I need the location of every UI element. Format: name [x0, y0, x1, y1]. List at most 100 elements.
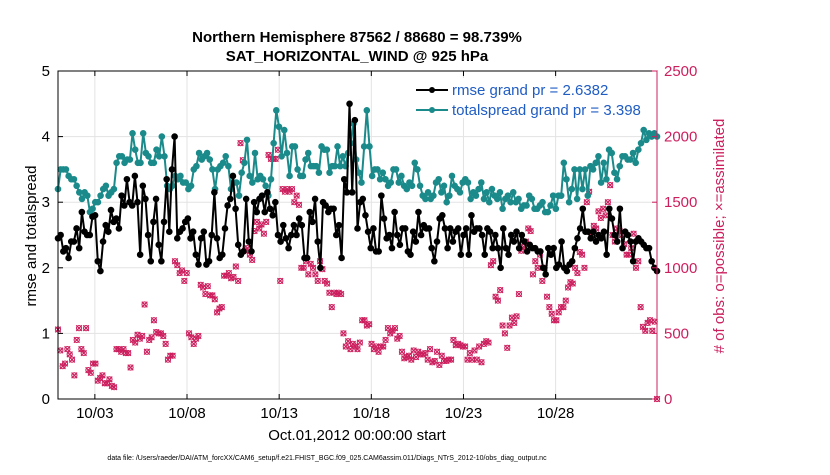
totalspread-point [576, 166, 584, 173]
rmse-point [317, 264, 324, 272]
rmse-point [407, 251, 414, 258]
rmse-point [160, 218, 168, 226]
totalspread-point [563, 175, 570, 183]
totalspread-point [411, 159, 419, 167]
rmse-point [205, 257, 213, 265]
obs-marker [300, 264, 307, 272]
totalspread-point [299, 172, 307, 180]
totalspread-point [504, 192, 512, 199]
totalspread-point [584, 192, 592, 199]
totalspread-point [467, 195, 474, 203]
rmse-point [86, 231, 94, 239]
obs-marker [513, 313, 520, 320]
rmse-point [332, 231, 340, 239]
totalspread-point [336, 162, 344, 170]
obs-marker [127, 364, 134, 371]
rmse-point [476, 225, 483, 232]
totalspread-point [97, 192, 104, 199]
rmse-point [605, 205, 613, 213]
y-left-tick-label: 2 [42, 260, 50, 277]
rmse-point [364, 228, 372, 236]
obs-marker [560, 303, 567, 311]
obs-marker [174, 261, 181, 269]
rmse-point [295, 215, 303, 222]
obs-marker [204, 282, 211, 290]
totalspread-point [472, 192, 480, 199]
rmse-point [537, 248, 544, 255]
totalspread-point [549, 192, 557, 199]
obs-marker [539, 277, 546, 285]
totalspread-point [632, 159, 640, 167]
totalspread-point [75, 189, 83, 196]
totalspread-point [443, 198, 450, 206]
totalspread-point [251, 149, 259, 157]
totalspread-line [57, 110, 658, 215]
rmse-point [187, 234, 194, 242]
totalspread-point [507, 198, 514, 206]
totalspread-point [581, 166, 589, 173]
totalspread-point [161, 152, 168, 160]
rmse-point [454, 225, 462, 232]
y-right-tick-label: 1500 [664, 194, 697, 211]
totalspread-point [485, 198, 493, 206]
rmse-point [510, 238, 518, 245]
rmse-point [290, 221, 298, 229]
y-axis-label-left: rmse and totalspread [23, 166, 40, 307]
rmse-point [287, 231, 295, 239]
totalspread-point [600, 159, 608, 167]
rmse-point [396, 241, 404, 249]
rmse-point [335, 221, 343, 229]
totalspread-point [323, 146, 331, 154]
rmse-point [645, 244, 653, 252]
obs-marker [139, 332, 146, 340]
rmse-point [518, 231, 526, 239]
totalspread-point [477, 179, 485, 186]
obs-marker [87, 369, 94, 376]
totalspread-series [54, 107, 661, 216]
totalspread-point [589, 166, 597, 173]
rmse-point [264, 189, 271, 196]
rmse-point [547, 251, 555, 258]
totalspread-point [640, 126, 647, 134]
obs-marker [232, 263, 240, 270]
y-right-tick-label: 2000 [664, 129, 697, 146]
rmse-point [211, 189, 218, 196]
rmse-point [478, 231, 486, 239]
y-left-tick-label: 0 [42, 391, 50, 408]
obs-marker [532, 258, 539, 265]
rmse-point [468, 212, 475, 219]
totalspread-point [480, 195, 488, 203]
totalspread-point [291, 143, 299, 150]
totalspread-point [637, 139, 645, 147]
rmse-point [62, 244, 70, 252]
obs-marker [293, 192, 300, 199]
rmse-point [171, 133, 178, 140]
totalspread-point [557, 192, 565, 199]
rmse-point [629, 257, 637, 265]
x-tick-label: 10/28 [537, 405, 575, 422]
totalspread-point [278, 152, 285, 160]
obs-marker [461, 343, 469, 350]
x-tick-label: 10/18 [353, 405, 391, 422]
rmse-point [282, 234, 290, 242]
totalspread-point [280, 126, 288, 134]
totalspread-point [424, 189, 432, 196]
rmse-point [139, 182, 147, 190]
totalspread-point [499, 205, 506, 213]
legend-marker-rmse [429, 87, 435, 93]
totalspread-point [408, 182, 416, 190]
rmse-point [322, 202, 329, 209]
obs-marker [68, 356, 76, 363]
rmse-point [118, 192, 125, 199]
totalspread-point [209, 166, 216, 173]
rmse-point [417, 231, 425, 239]
chart-subtitle: SAT_HORIZONTAL_WIND @ 925 hPa [226, 48, 489, 65]
obs-marker [190, 340, 197, 348]
rmse-point [568, 257, 576, 265]
y-right-tick-label: 1000 [664, 260, 697, 277]
totalspread-point [392, 166, 400, 173]
rmse-point [401, 225, 409, 232]
totalspread-point [131, 146, 139, 154]
rmse-point [179, 225, 186, 232]
obs-marker [260, 230, 268, 237]
